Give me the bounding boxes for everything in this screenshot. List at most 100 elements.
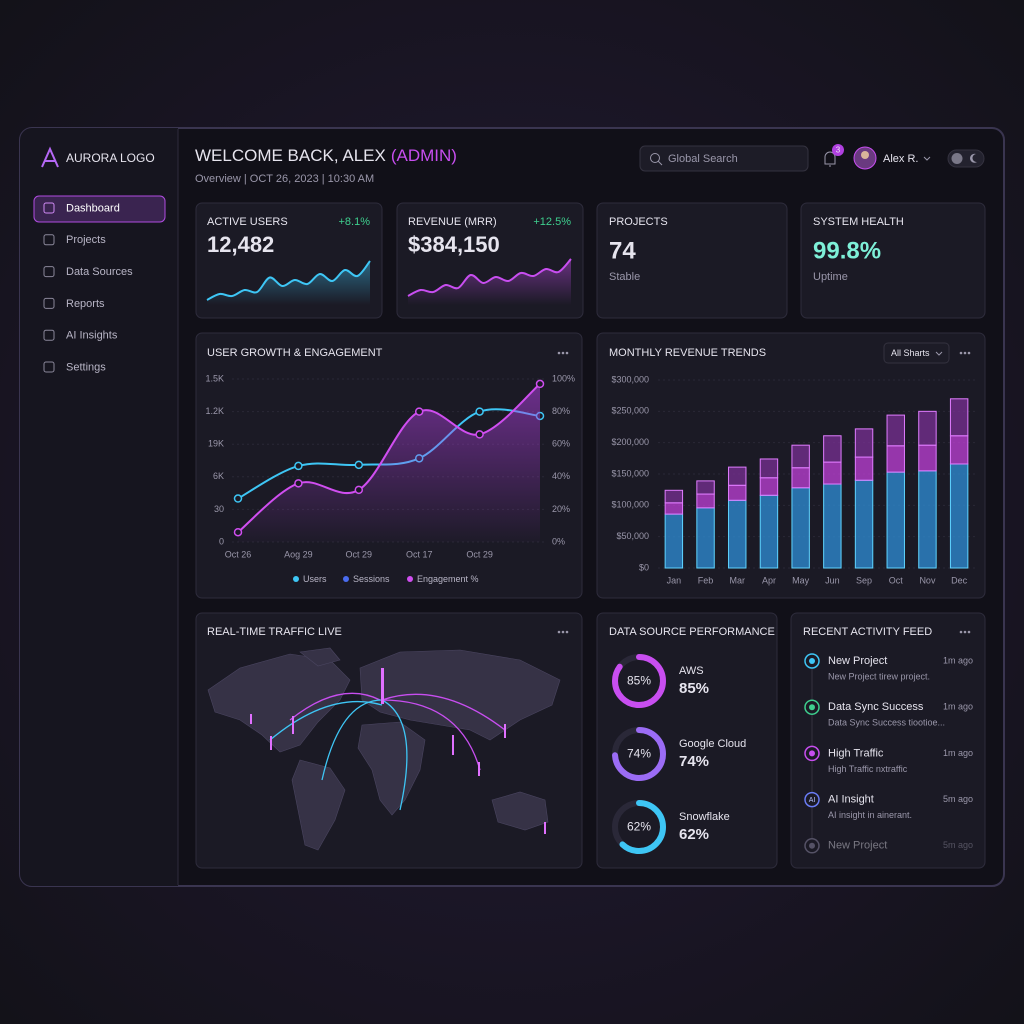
badge-count: 3 bbox=[836, 146, 841, 155]
kpi-label: REVENUE (MRR) bbox=[408, 216, 497, 228]
point bbox=[354, 460, 364, 470]
more-menu[interactable] bbox=[557, 351, 569, 355]
user-chevron bbox=[923, 156, 931, 161]
nav-item[interactable]: Settings bbox=[66, 361, 106, 373]
donut-label: 62% bbox=[627, 820, 651, 834]
more-menu[interactable] bbox=[959, 351, 971, 355]
point bbox=[414, 407, 424, 416]
point bbox=[233, 494, 243, 503]
bar-segment bbox=[886, 471, 905, 569]
point bbox=[535, 379, 545, 389]
more-menu[interactable] bbox=[557, 630, 569, 634]
y-tick-label: $100,000 bbox=[611, 500, 649, 510]
x-tick-label: Jun bbox=[825, 575, 840, 585]
activity-title: High Traffic bbox=[828, 747, 884, 759]
activity-title: New Project bbox=[828, 840, 887, 852]
nav-item[interactable]: AI Insights bbox=[66, 330, 118, 342]
search-icon bbox=[657, 160, 663, 166]
legend-swatch bbox=[343, 576, 349, 582]
source-name: Snowflake bbox=[679, 811, 730, 823]
x-tick-label: May bbox=[792, 575, 810, 585]
kpi-value: 12,482 bbox=[207, 232, 274, 257]
sidebar bbox=[20, 128, 178, 886]
point bbox=[475, 407, 484, 416]
legend-swatch bbox=[407, 576, 413, 582]
activity-time: 1m ago bbox=[943, 702, 973, 712]
nav-icon bbox=[43, 202, 55, 214]
toggle-knob bbox=[951, 153, 963, 164]
card-title: MONTHLY REVENUE TRENDS bbox=[609, 347, 766, 359]
activity-icon-text: AI bbox=[809, 797, 816, 804]
kpi-label: SYSTEM HEALTH bbox=[813, 216, 904, 228]
bar-segment bbox=[918, 410, 937, 446]
kpi-value: $384,150 bbox=[408, 232, 500, 257]
x-tick-label: Jan bbox=[667, 575, 682, 585]
bar-segment bbox=[854, 428, 874, 458]
y-tick-label: 19K bbox=[208, 439, 224, 449]
kpi-value: 99.8% bbox=[813, 237, 881, 264]
kpi-value: 74 bbox=[609, 237, 636, 264]
bar-segment bbox=[664, 489, 684, 504]
search-box[interactable] bbox=[639, 145, 809, 172]
sparkline bbox=[206, 260, 371, 301]
x-tick-label: Feb bbox=[698, 575, 714, 585]
dropdown-chevron bbox=[935, 351, 943, 356]
donut-arc bbox=[612, 654, 666, 708]
card-title: DATA SOURCE PERFORMANCE bbox=[609, 626, 775, 638]
donut-arc bbox=[612, 727, 666, 781]
kpi-note: Stable bbox=[609, 271, 640, 283]
bar-segment bbox=[696, 493, 715, 509]
x-tick-label: Oct 26 bbox=[225, 549, 252, 559]
bar-segment bbox=[886, 445, 905, 473]
activity-time: 1m ago bbox=[943, 748, 973, 758]
kpi-note: Uptime bbox=[813, 271, 848, 283]
source-value: 62% bbox=[679, 826, 709, 843]
nav-item[interactable]: Dashboard bbox=[66, 202, 120, 214]
y-tick-label: 1.5K bbox=[205, 373, 224, 383]
nav-item[interactable]: Data Sources bbox=[66, 266, 133, 278]
sparkline bbox=[407, 258, 572, 297]
nav-item[interactable]: Projects bbox=[66, 234, 106, 246]
kpi-label: PROJECTS bbox=[609, 216, 668, 228]
bar-segment bbox=[664, 513, 684, 569]
x-tick-label: Mar bbox=[730, 575, 746, 585]
source-value: 85% bbox=[679, 680, 709, 697]
card-title: RECENT ACTIVITY FEED bbox=[803, 626, 932, 638]
card-title: REAL-TIME TRAFFIC LIVE bbox=[207, 626, 342, 638]
point bbox=[233, 527, 243, 537]
bar-segment bbox=[949, 463, 969, 569]
x-tick-label: Sep bbox=[856, 575, 872, 585]
y2-tick-label: 40% bbox=[552, 471, 570, 481]
activity-icon-dot bbox=[809, 750, 815, 757]
activity-time: 5m ago bbox=[943, 794, 973, 804]
nav-icon bbox=[43, 234, 55, 246]
point bbox=[354, 485, 364, 495]
point bbox=[294, 461, 303, 471]
moon-icon bbox=[970, 153, 977, 163]
kpi-card bbox=[800, 202, 986, 319]
bar-segment bbox=[696, 480, 715, 495]
more-menu[interactable] bbox=[959, 630, 971, 634]
x-tick-label: Oct 29 bbox=[466, 549, 493, 559]
traffic-arcs bbox=[269, 692, 506, 811]
activity-desc: High Traffic nxtraffic bbox=[828, 764, 908, 774]
bell[interactable] bbox=[824, 151, 836, 167]
bar-segment bbox=[854, 479, 874, 569]
y2-tick-label: 0% bbox=[552, 536, 565, 546]
badge bbox=[832, 144, 844, 156]
bar-segment bbox=[759, 494, 779, 569]
nav-item[interactable]: Reports bbox=[66, 298, 105, 310]
logo-mark bbox=[41, 146, 59, 168]
area bbox=[238, 383, 540, 542]
logo: AURORA LOGO bbox=[66, 151, 155, 165]
point bbox=[294, 479, 303, 488]
x-tick-label: Oct 29 bbox=[346, 549, 373, 559]
activity-time: 1m ago bbox=[943, 655, 973, 665]
dropdown[interactable] bbox=[883, 342, 950, 364]
user-name[interactable]: Alex R. bbox=[883, 153, 918, 165]
donut-arc bbox=[612, 800, 666, 854]
card-title: USER GROWTH & ENGAGEMENT bbox=[207, 347, 383, 359]
bar-segment bbox=[791, 444, 810, 469]
x-tick-label: Aog 29 bbox=[284, 549, 313, 559]
y-tick-label: $150,000 bbox=[611, 468, 649, 478]
